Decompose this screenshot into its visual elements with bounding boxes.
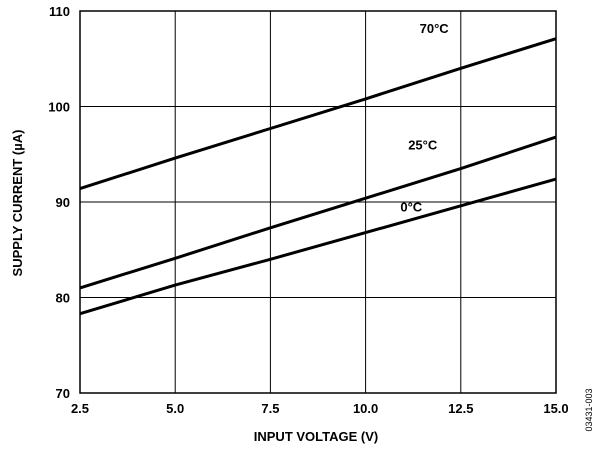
- series-labels: 70°C 25°C 0°C: [400, 21, 449, 215]
- x-tick-label: 7.5: [261, 401, 279, 416]
- series-label: 0°C: [400, 200, 422, 215]
- y-axis-label: SUPPLY CURRENT (µA): [10, 130, 25, 277]
- x-axis-label: INPUT VOLTAGE (V): [254, 429, 378, 444]
- series-label: 70°C: [420, 21, 450, 36]
- series-line: [79, 177, 557, 316]
- grid-lines: [79, 10, 557, 394]
- x-tick-label: 15.0: [543, 401, 568, 416]
- series-label: 25°C: [408, 137, 438, 152]
- series-line: [79, 135, 557, 290]
- y-tick-label: 110: [49, 4, 70, 19]
- y-tick-label: 100: [48, 100, 70, 115]
- plot-frame: [79, 10, 557, 394]
- x-tick-labels: 2.5 5.0 7.5 10.0 12.5 15.0: [71, 401, 569, 416]
- x-tick-label: 12.5: [448, 401, 473, 416]
- y-tick-label: 90: [56, 195, 70, 210]
- y-tick-labels: 70 80 90 100 110: [48, 4, 70, 401]
- x-tick-label: 10.0: [353, 401, 378, 416]
- x-tick-label: 5.0: [166, 401, 184, 416]
- y-tick-label: 80: [56, 291, 70, 306]
- series-line: [79, 37, 557, 191]
- y-tick-label: 70: [56, 386, 70, 401]
- figure-id: 03431-003: [584, 388, 594, 431]
- x-tick-label: 2.5: [71, 401, 89, 416]
- series-lines: [79, 37, 557, 316]
